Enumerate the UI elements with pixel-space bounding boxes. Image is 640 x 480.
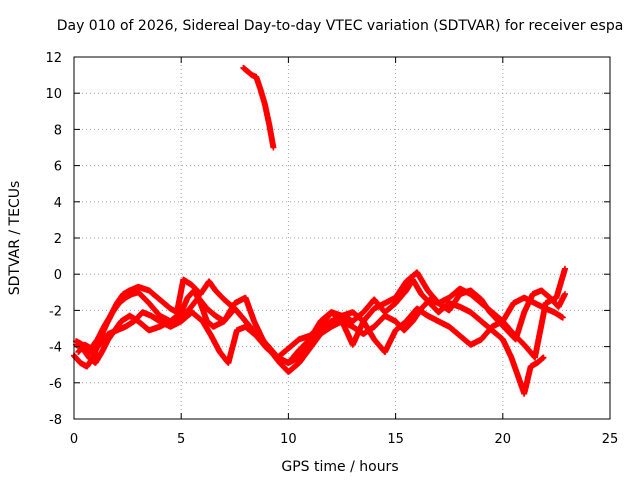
series-track-3 [75,269,566,361]
x-tick-labels: 0 5 10 15 20 25 [70,432,618,447]
y-tick-label: 0 [54,268,62,283]
point-markers [240,64,277,151]
x-tick-label: 25 [602,432,619,447]
y-tick-label: 8 [54,123,62,138]
chart-title: Day 010 of 2026, Sidereal Day-to-day VTE… [57,18,624,34]
x-tick-label: 5 [177,432,185,447]
y-tick-label: 6 [54,160,62,175]
y-axis-label: SDTVAR / TECUs [7,181,23,296]
y-tick-label: 12 [45,51,62,66]
y-tick-label: -4 [49,341,62,356]
y-tick-label: -2 [49,304,62,319]
point-markers [73,265,568,366]
data-points [71,64,568,397]
y-tick-label: -6 [49,377,62,392]
x-axis-label: GPS time / hours [281,459,398,475]
axis-ticks [73,56,611,420]
grid-lines [74,57,610,419]
y-tick-labels: -8 -6 -4 -2 0 2 4 6 8 10 12 [45,51,62,428]
x-tick-label: 0 [70,432,78,447]
series-track-4 [73,265,568,366]
series-track-5 [240,64,277,151]
y-tick-label: 2 [54,232,62,247]
point-markers [75,269,566,361]
y-tick-label: -8 [49,413,62,428]
x-tick-label: 15 [387,432,404,447]
x-tick-label: 20 [495,432,512,447]
y-tick-label: 4 [54,196,62,211]
x-tick-label: 10 [280,432,297,447]
y-tick-label: 10 [45,87,62,102]
